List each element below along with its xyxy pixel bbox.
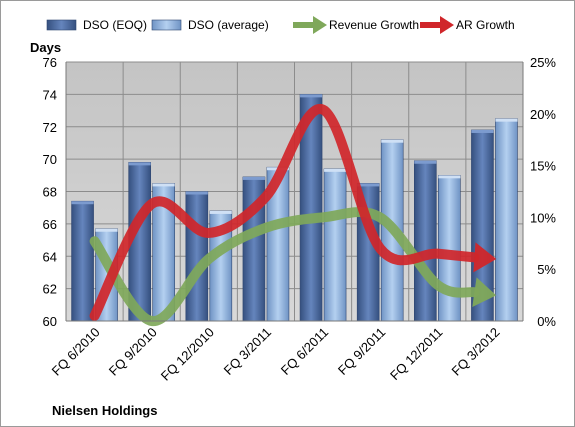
bar-dso-average — [438, 175, 461, 322]
left-tick-label: 68 — [43, 185, 57, 200]
right-tick-label: 15% — [530, 159, 556, 174]
bar-cap — [414, 160, 437, 164]
x-tick-label: FQ 3/2012 — [449, 325, 503, 379]
arrowhead-revenue-growth — [472, 277, 497, 308]
left-tick-label: 64 — [43, 249, 57, 264]
bar-cap — [381, 139, 404, 143]
x-tick-label: FQ 6/2010 — [49, 325, 103, 379]
left-axis-title: Days — [30, 40, 61, 55]
bar-cap — [438, 175, 461, 179]
legend-label-ar-growth: AR Growth — [456, 18, 515, 32]
bar-cap — [324, 168, 347, 172]
left-tick-label: 72 — [43, 120, 57, 135]
left-tick-label: 76 — [43, 55, 57, 70]
bar-cap — [152, 183, 175, 187]
right-tick-label: 5% — [537, 262, 556, 277]
bar-cap — [471, 129, 494, 133]
x-tick-label: FQ 6/2011 — [278, 325, 331, 378]
right-tick-label: 10% — [530, 210, 556, 225]
x-tick-label: FQ 9/2011 — [335, 325, 388, 378]
bar-dso-average — [323, 168, 347, 322]
bar-cap — [95, 228, 118, 232]
bar-dso-average — [495, 118, 518, 322]
x-tick-label: FQ 12/2010 — [158, 325, 217, 384]
chart-footer-title: Nielsen Holdings — [52, 403, 157, 418]
legend-arrow-ar-growth — [440, 16, 454, 34]
legend-label-revenue-growth: Revenue Growth — [329, 18, 419, 32]
left-tick-label: 70 — [43, 152, 57, 167]
left-tick-label: 66 — [43, 217, 57, 232]
bar-cap — [495, 118, 518, 122]
legend: DSO (EOQ) DSO (average) Revenue Growth AR G… — [46, 16, 515, 34]
bar-dso-eoq — [414, 160, 437, 322]
right-tick-label: 20% — [530, 107, 556, 122]
legend-arrow-revenue-growth — [313, 16, 327, 34]
line-ar-growth — [89, 104, 480, 321]
legend-swatch-dso-eoq- — [46, 19, 77, 31]
legend-label-dso-eoq-: DSO (EOQ) — [83, 18, 147, 32]
left-tick-label: 74 — [43, 87, 57, 102]
bar-cap — [71, 201, 94, 205]
bar-cap — [185, 191, 208, 195]
bar-cap — [357, 183, 380, 187]
bar-cap — [209, 210, 232, 214]
bar-dso-eoq — [71, 200, 94, 322]
axes — [65, 62, 524, 322]
arrowhead-ar-growth — [473, 242, 497, 273]
bar-cap — [128, 162, 151, 166]
left-tick-label: 62 — [43, 282, 57, 297]
right-tick-label: 0% — [537, 314, 556, 329]
left-tick-label: 60 — [43, 314, 57, 329]
bar-cap — [242, 176, 265, 180]
right-tick-label: 25% — [530, 55, 556, 70]
x-tick-label: FQ 3/2011 — [221, 325, 274, 378]
x-tick-label: FQ 12/2011 — [387, 325, 445, 383]
legend-swatch-dso-average- — [151, 19, 182, 31]
bars — [71, 94, 518, 322]
x-tick-label: FQ 9/2010 — [106, 325, 160, 379]
bar-cap — [300, 94, 323, 98]
legend-label-dso-average-: DSO (average) — [188, 18, 269, 32]
